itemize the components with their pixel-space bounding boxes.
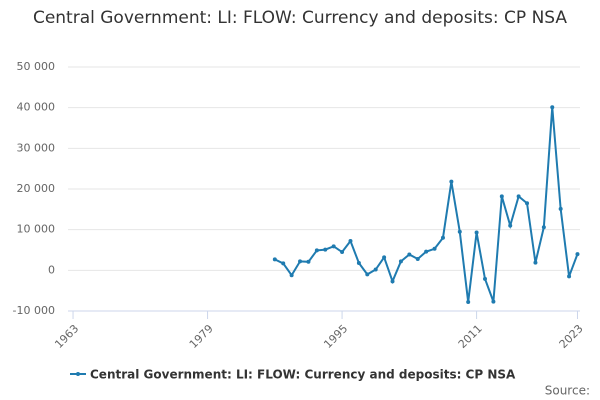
data-point	[482, 276, 487, 281]
data-point	[306, 259, 311, 264]
y-tick-label: 40 000	[17, 101, 56, 114]
x-tick-label: 1979	[187, 322, 216, 351]
data-point	[407, 252, 412, 257]
y-tick-label: 10 000	[17, 223, 56, 236]
data-point	[432, 246, 437, 251]
data-point	[474, 230, 479, 235]
data-point	[541, 225, 546, 230]
data-point	[382, 255, 387, 260]
data-point	[466, 300, 471, 305]
series-line	[274, 107, 579, 303]
source: Source:	[545, 384, 590, 398]
data-point	[348, 239, 353, 244]
data-point	[272, 257, 277, 262]
y-tick-label: 50 000	[17, 60, 56, 73]
data-point	[449, 179, 454, 184]
data-point	[525, 201, 530, 206]
data-point	[373, 267, 378, 272]
data-point	[533, 260, 538, 265]
data-point	[491, 299, 496, 304]
x-tick-label: 1963	[52, 322, 81, 351]
y-tick-label: 0	[48, 263, 55, 276]
data-point	[298, 259, 303, 264]
data-point	[516, 194, 521, 199]
legend-label: Central Government: LI: FLOW: Currency a…	[90, 368, 516, 382]
legend-marker	[76, 372, 80, 376]
data-point	[440, 235, 445, 240]
data-point	[390, 279, 395, 284]
data-point	[331, 244, 336, 249]
data-point	[558, 206, 563, 211]
data-point	[365, 272, 370, 277]
data-point	[398, 259, 403, 264]
data-point	[281, 261, 286, 266]
data-point	[567, 274, 572, 279]
data-point	[508, 223, 513, 228]
y-tick-label: -10 000	[13, 304, 55, 317]
data-point	[289, 273, 294, 278]
chart-title: Central Government: LI: FLOW: Currency a…	[32, 8, 568, 28]
data-point	[415, 256, 420, 261]
y-tick-label: 30 000	[17, 141, 56, 154]
data-point	[323, 247, 328, 252]
data-point	[356, 261, 361, 266]
data-point	[340, 250, 345, 255]
x-tick-label: 2011	[456, 322, 485, 351]
data-point	[457, 229, 462, 234]
data-point	[424, 249, 429, 254]
y-tick-label: 20 000	[17, 182, 56, 195]
data-point	[575, 252, 580, 257]
x-tick-label: 1995	[321, 322, 350, 351]
data-point	[550, 105, 555, 110]
x-tick-label: 2023	[557, 322, 586, 351]
data-point	[314, 248, 319, 253]
data-point	[499, 194, 504, 199]
